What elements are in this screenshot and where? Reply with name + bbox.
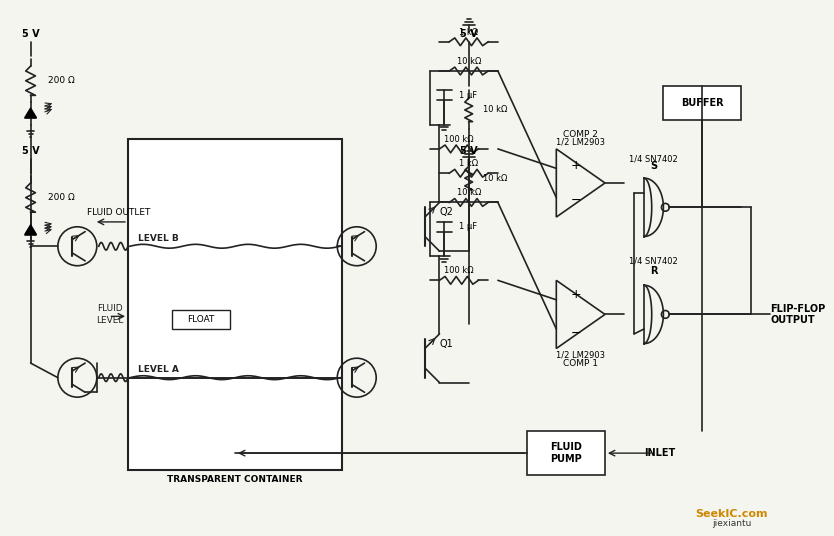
Bar <box>128 139 342 470</box>
Bar <box>663 86 741 120</box>
Text: COMP 2: COMP 2 <box>563 130 598 139</box>
Text: R: R <box>650 266 657 276</box>
Text: +: + <box>570 288 581 301</box>
Text: 10 kΩ: 10 kΩ <box>483 174 508 183</box>
Text: TRANSPARENT CONTAINER: TRANSPARENT CONTAINER <box>168 475 303 485</box>
Text: 1 μF: 1 μF <box>459 222 477 232</box>
Text: 200 Ω: 200 Ω <box>48 193 75 202</box>
Text: 1 kΩ: 1 kΩ <box>460 159 478 168</box>
Polygon shape <box>25 108 37 118</box>
Text: 100 kΩ: 100 kΩ <box>445 135 474 144</box>
Text: 1 kΩ: 1 kΩ <box>460 27 478 36</box>
Text: INLET: INLET <box>644 448 676 458</box>
Text: 10 kΩ: 10 kΩ <box>456 57 481 66</box>
Text: FLUID
LEVEL: FLUID LEVEL <box>96 304 123 325</box>
Text: Q1: Q1 <box>440 339 453 348</box>
Text: 5 V: 5 V <box>460 146 478 156</box>
Text: 1 μF: 1 μF <box>459 91 477 100</box>
Text: LEVEL B: LEVEL B <box>138 234 178 243</box>
Text: 5 V: 5 V <box>22 29 39 39</box>
Text: 1/4 SN7402: 1/4 SN7402 <box>630 154 678 163</box>
Text: +: + <box>570 159 581 172</box>
Text: 100 kΩ: 100 kΩ <box>445 266 474 275</box>
Text: FLOAT: FLOAT <box>188 315 214 324</box>
Text: LEVEL A: LEVEL A <box>138 366 178 375</box>
Text: SeekIC.com: SeekIC.com <box>696 509 768 519</box>
Text: 10 kΩ: 10 kΩ <box>456 188 481 197</box>
Text: 1/4 SN7402: 1/4 SN7402 <box>630 256 678 265</box>
Text: −: − <box>570 327 581 340</box>
Bar <box>527 431 605 475</box>
Text: 10 kΩ: 10 kΩ <box>483 106 508 115</box>
Text: Q2: Q2 <box>440 207 454 217</box>
Text: FLUID
PUMP: FLUID PUMP <box>550 442 582 464</box>
Text: 200 Ω: 200 Ω <box>48 76 75 85</box>
Bar <box>172 309 230 329</box>
Text: COMP 1: COMP 1 <box>563 359 598 368</box>
Text: FLUID OUTLET: FLUID OUTLET <box>87 207 150 217</box>
Text: 5 V: 5 V <box>460 29 478 39</box>
Text: 1/2 LM2903: 1/2 LM2903 <box>556 351 605 360</box>
Text: −: − <box>570 194 581 207</box>
Text: 1/2 LM2903: 1/2 LM2903 <box>556 138 605 146</box>
Text: FLIP-FLOP
OUTPUT: FLIP-FLOP OUTPUT <box>771 303 826 325</box>
Text: jiexiantu: jiexiantu <box>712 519 751 528</box>
Text: S: S <box>650 161 657 172</box>
Text: BUFFER: BUFFER <box>681 98 724 108</box>
Text: 5 V: 5 V <box>22 146 39 156</box>
Bar <box>130 141 340 468</box>
Polygon shape <box>25 225 37 235</box>
